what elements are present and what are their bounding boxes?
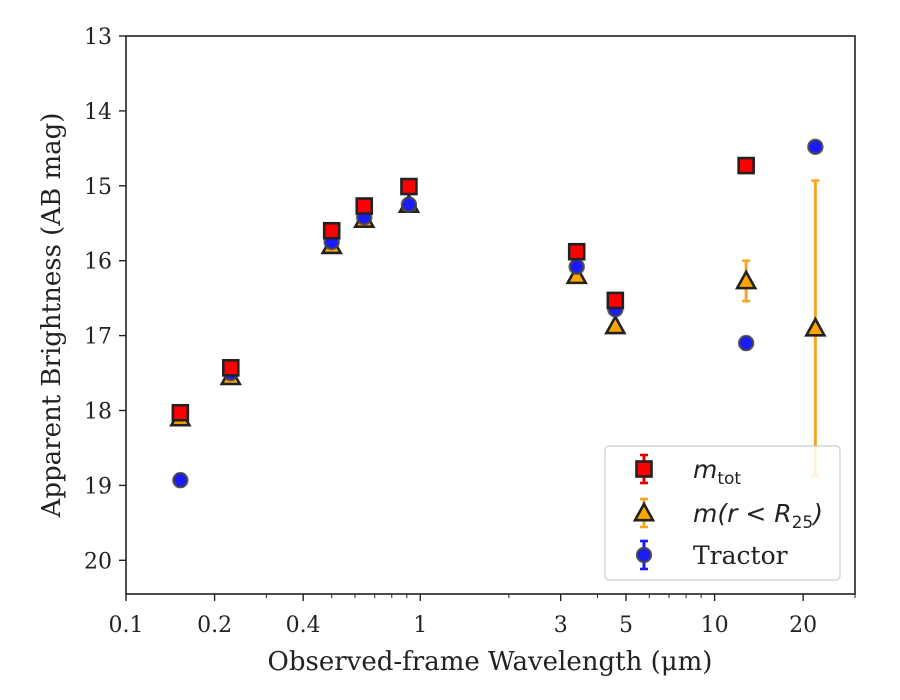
circle-point: [807, 138, 824, 156]
triangle-point: [604, 314, 627, 335]
y-tick-label: 15: [84, 175, 112, 200]
y-tick-label: 17: [84, 325, 112, 350]
x-tick-label: 3: [554, 613, 568, 638]
x-axis-label: Observed-frame Wavelength (μm): [268, 647, 713, 677]
legend-item: mtot: [635, 453, 741, 489]
y-tick-label: 14: [84, 100, 112, 125]
y-axis-label: Apparent Brightness (AB mag): [37, 113, 67, 519]
y-tick-label: 13: [84, 25, 112, 50]
square-point: [567, 242, 586, 261]
legend-item: m(r < R25): [632, 497, 823, 533]
square-point: [355, 197, 374, 215]
legend-box: [604, 445, 841, 581]
circle-point: [400, 196, 418, 213]
legend-marker-circle: [635, 546, 653, 564]
plot-frame: [125, 35, 856, 595]
triangle-point: [804, 316, 827, 337]
x-tick-label: 0.1: [109, 613, 144, 638]
y-tick-label: 19: [84, 474, 112, 499]
y-tick-label: 16: [84, 250, 112, 275]
legend-marker-triangle: [632, 501, 656, 522]
y-tick-label: 20: [84, 549, 112, 574]
legend-marker-square: [635, 460, 653, 478]
triangle-point: [734, 269, 758, 290]
square-point: [171, 403, 190, 422]
circle-point: [568, 258, 585, 275]
square-point: [737, 156, 755, 175]
legend-label: mtot: [693, 455, 741, 489]
square-point: [221, 359, 240, 377]
legend-item: Tractor: [635, 539, 788, 571]
legend-label: m(r < R25): [693, 499, 823, 533]
x-tick-label: 20: [789, 613, 817, 638]
x-tick-label: 0.4: [286, 613, 321, 638]
circle-point: [737, 334, 755, 352]
square-point: [400, 177, 418, 196]
square-point: [606, 291, 625, 310]
x-tick-label: 5: [619, 613, 633, 638]
x-tick-label: 1: [413, 613, 427, 638]
square-point: [322, 221, 341, 240]
circle-point: [172, 471, 189, 489]
legend-label: Tractor: [693, 541, 788, 570]
x-tick-label: 0.2: [197, 613, 232, 638]
x-tick-label: 10: [701, 613, 729, 638]
y-tick-label: 18: [84, 399, 112, 424]
